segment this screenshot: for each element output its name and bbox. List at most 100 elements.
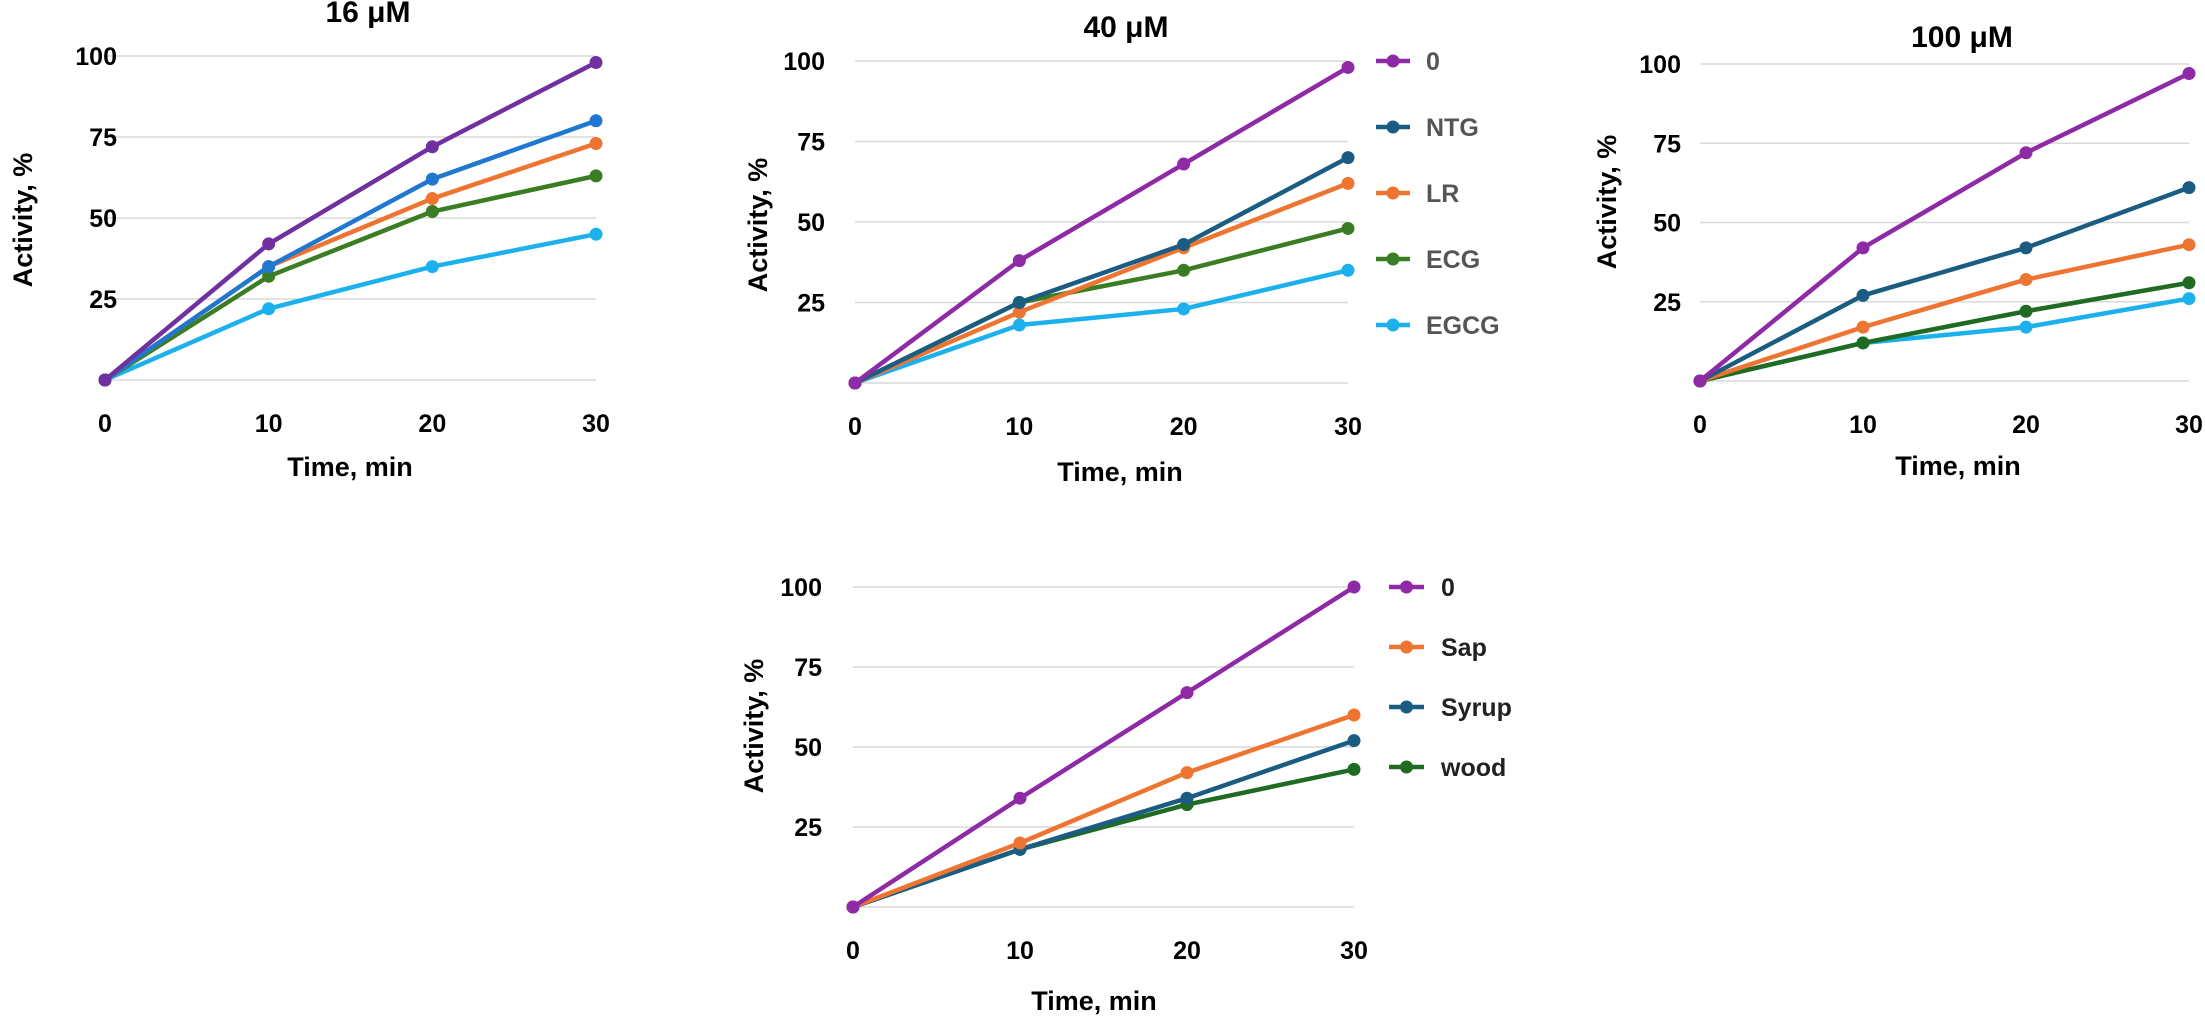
data-point (2182, 67, 2196, 81)
data-point (1347, 762, 1361, 776)
legend-label: Sap (1441, 634, 1487, 662)
data-point (2019, 320, 2033, 334)
data-point (1177, 263, 1191, 277)
legend-label: EGCG (1426, 312, 1500, 340)
y-tick-label: 75 (1653, 130, 1681, 158)
series-line (851, 585, 1356, 909)
chart-maple-extracts: 25 50 75 100 0 10 20 30 Time, min Activity, % 0 Sap… (739, 574, 1512, 1016)
data-point (1013, 791, 1027, 805)
chart-16uM: 16 μM 25 50 75 100 0 10 20 30 Time, min Activity, … (8, 0, 610, 482)
chart-40uM: 40 μM 25 50 75 100 0 10 20 30 Time, min Activity, … (743, 11, 1500, 487)
x-tick-label: 20 (1170, 413, 1198, 441)
x-tick-label: 0 (1693, 411, 1707, 439)
legend-swatch-marker (1386, 252, 1400, 266)
chart-100uM: 100 μM 25 50 75 100 0 10 20 30 Time, min Activity,… (1592, 21, 2203, 481)
series-sap (846, 708, 1361, 914)
legend-swatch-marker (1386, 318, 1400, 332)
data-point (846, 900, 860, 914)
chart-title: 16 μM (325, 0, 410, 29)
data-point (1180, 791, 1194, 805)
legend-swatch-marker (1400, 580, 1413, 594)
legend-label: NTG (1426, 114, 1479, 142)
data-point (2182, 181, 2196, 195)
series-ecg (848, 221, 1355, 390)
x-tick-label: 0 (848, 413, 862, 441)
data-point (1341, 221, 1355, 235)
legend-label: 0 (1426, 48, 1440, 76)
series-line (854, 155, 1350, 386)
legend-item-syrup: Syrup (1389, 694, 1512, 722)
data-point (1180, 686, 1194, 700)
data-point (589, 55, 603, 69)
x-tick-label: 0 (98, 410, 112, 438)
x-tick-label: 30 (582, 410, 610, 438)
legend-item-sap: Sap (1389, 634, 1487, 662)
y-tick-label: 25 (797, 290, 825, 318)
x-tick-label: 10 (1849, 411, 1877, 439)
legend-item-egcg: EGCG (1376, 312, 1500, 340)
data-point (1177, 157, 1191, 171)
legend-label: ECG (1426, 246, 1480, 274)
data-point (1012, 318, 1026, 332)
data-point (262, 237, 276, 251)
y-axis-label: Activity, % (1592, 135, 1622, 270)
legend-swatch-marker (1400, 760, 1413, 774)
legend-item-ecg: ECG (1376, 246, 1480, 274)
y-tick-label: 75 (794, 654, 822, 682)
y-tick-label: 25 (1653, 289, 1681, 317)
data-point (425, 192, 439, 206)
series-ecg (98, 169, 603, 387)
legend-item-ntg: NTG (1376, 114, 1479, 142)
data-point (262, 260, 276, 274)
series-line (103, 60, 598, 382)
series-line (1699, 242, 2190, 384)
chart-title: 100 μM (1911, 21, 2013, 54)
data-point (1856, 288, 1870, 302)
x-axis-label: Time, min (1895, 451, 2021, 481)
legend-swatch-marker (1386, 120, 1400, 134)
data-point (425, 172, 439, 186)
y-tick-label: 50 (89, 205, 117, 233)
legend-swatch-marker (1386, 54, 1400, 68)
legend-item-0: 0 (1389, 574, 1455, 602)
series-line (103, 141, 597, 382)
y-tick-label: 100 (75, 43, 117, 71)
data-point (262, 269, 276, 283)
y-axis-label: Activity, % (743, 158, 773, 293)
data-point (262, 302, 276, 316)
series-line (103, 118, 597, 382)
legend: 0 NTG LR ECG EGCG (1376, 48, 1500, 340)
legend-item-lr: LR (1376, 180, 1459, 208)
data-point (2182, 276, 2196, 290)
data-point (1341, 151, 1355, 165)
y-tick-label: 100 (783, 48, 825, 76)
series-wood (846, 762, 1361, 914)
series-line (853, 65, 1350, 385)
data-point (2182, 238, 2196, 252)
data-point (98, 373, 112, 387)
series-egcg (1693, 292, 2196, 388)
series-line (854, 226, 1349, 386)
legend-swatch-marker (1400, 700, 1413, 714)
series-0 (98, 55, 603, 387)
data-point (1693, 374, 1707, 388)
series-line (852, 767, 1355, 910)
data-point (1856, 320, 1870, 334)
data-point (589, 227, 603, 241)
y-tick-label: 75 (89, 124, 117, 152)
series-line (852, 738, 1355, 910)
legend-label: Syrup (1441, 694, 1512, 722)
data-point (848, 376, 862, 390)
series-0 (1693, 67, 2196, 388)
series-0 (846, 580, 1361, 914)
x-tick-label: 30 (1334, 413, 1362, 441)
data-point (1856, 241, 1870, 255)
legend-swatch-marker (1400, 640, 1413, 654)
data-point (1341, 176, 1355, 190)
data-point (2019, 241, 2033, 255)
data-point (1012, 254, 1026, 268)
x-tick-label: 10 (255, 410, 283, 438)
series-line (104, 231, 597, 383)
y-tick-label: 75 (797, 129, 825, 157)
y-axis-label: Activity, % (8, 153, 38, 288)
